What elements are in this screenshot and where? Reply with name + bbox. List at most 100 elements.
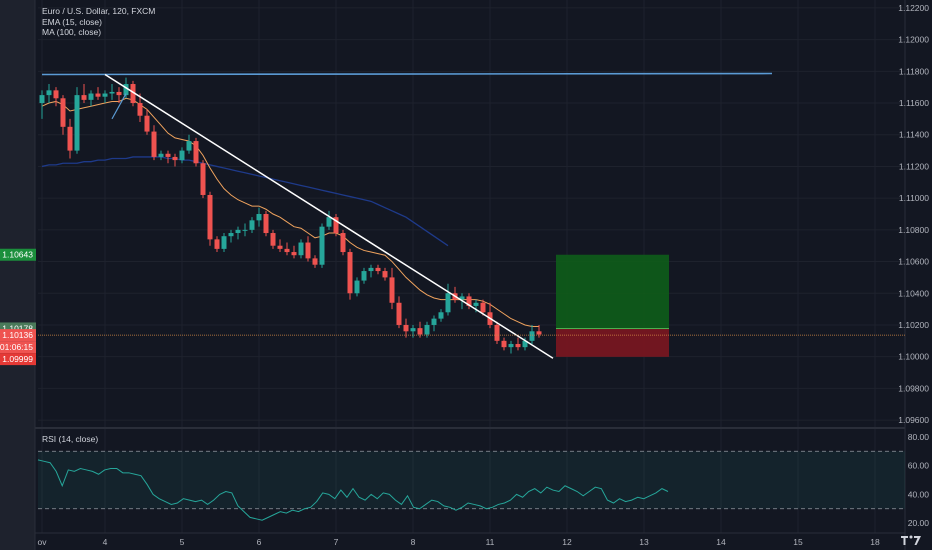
candle-body xyxy=(235,229,241,234)
candle-body xyxy=(88,93,94,100)
rsi-tick-label: 80.00 xyxy=(908,432,930,442)
long-position-tool[interactable] xyxy=(556,254,669,357)
candle-body xyxy=(494,324,500,341)
candle-body xyxy=(326,217,332,227)
time-axis[interactable]: ov 4 5 6 7 8 11 12 13 14 15 18 xyxy=(38,537,880,547)
price-tick-label: 1.10600 xyxy=(898,257,929,267)
time-tick-label: 5 xyxy=(180,537,185,547)
profit-zone xyxy=(556,254,669,329)
time-tick-label: 14 xyxy=(716,537,726,547)
time-tick-label: 4 xyxy=(103,537,108,547)
candle-body xyxy=(340,233,346,253)
stop-price-tag-bg xyxy=(0,353,36,366)
last-price-tag-bg xyxy=(0,329,36,342)
candle-body xyxy=(312,258,318,265)
candle-body xyxy=(382,271,388,278)
candle-body xyxy=(284,248,290,253)
ema-15-path xyxy=(41,97,539,328)
price-tick-label: 1.11600 xyxy=(899,98,929,108)
ema-15-line xyxy=(41,97,539,328)
price-tick-label: 1.10800 xyxy=(898,225,929,235)
rsi-band-fill xyxy=(38,451,905,509)
rsi-tick-label: 60.00 xyxy=(908,461,930,471)
resistance-line xyxy=(41,72,773,76)
entry-price-tag: 1.10178 xyxy=(2,323,33,333)
candle-body xyxy=(368,267,374,272)
candle-body xyxy=(431,318,437,325)
candle-body xyxy=(74,95,80,151)
candle-body xyxy=(165,153,171,157)
candle-body xyxy=(95,93,101,97)
blue-trend-segment xyxy=(111,93,127,120)
time-tick-label: 8 xyxy=(411,537,416,547)
candle-body xyxy=(361,271,367,281)
left-toolbar xyxy=(0,0,35,550)
price-tick-label: 1.11200 xyxy=(899,161,929,171)
candle-body xyxy=(249,220,255,230)
ma-100-path xyxy=(41,156,449,247)
downtrend-line xyxy=(104,73,554,359)
candle-body xyxy=(508,343,514,348)
candle-body xyxy=(137,103,143,116)
candle-body xyxy=(207,194,213,240)
candle-body xyxy=(438,312,444,319)
target-price-tag: 1.10643 xyxy=(2,250,33,260)
tradingview-logo-icon[interactable] xyxy=(900,534,922,546)
price-tick-label: 1.11400 xyxy=(899,130,929,140)
price-tick-label: 1.10200 xyxy=(898,320,929,330)
ma-100-line xyxy=(41,156,449,247)
time-tick-label: 15 xyxy=(793,537,803,547)
price-axis[interactable]: 1.12200 1.12000 1.11800 1.11600 1.11400 1.112… xyxy=(898,3,929,425)
loss-zone xyxy=(556,328,669,357)
price-tick-label: 1.12000 xyxy=(898,35,929,45)
candle-body xyxy=(60,98,66,127)
ema-legend-label: EMA (15, close) xyxy=(42,16,102,27)
candle-body xyxy=(270,233,276,246)
candle-body xyxy=(291,252,297,256)
candle-body xyxy=(333,217,339,234)
candle-body xyxy=(228,233,234,237)
candle-body xyxy=(319,226,325,265)
price-tick-label: 1.11000 xyxy=(899,193,929,203)
time-tick-label: 18 xyxy=(870,537,880,547)
candle-body xyxy=(501,340,507,348)
candle-body xyxy=(424,324,430,335)
candle-body xyxy=(186,141,192,151)
drawing-tools[interactable] xyxy=(41,72,773,359)
price-tick-label: 1.09800 xyxy=(898,383,929,393)
price-tick-label: 1.12200 xyxy=(898,3,929,13)
chart-legend: Euro / U.S. Dollar, 120, FXCM EMA (15, c… xyxy=(42,6,155,38)
candle-body xyxy=(172,156,178,161)
candle-body xyxy=(214,239,220,249)
candle-body xyxy=(536,331,542,335)
candle-body xyxy=(109,91,115,94)
candle-body xyxy=(515,343,521,348)
rsi-line xyxy=(37,459,669,521)
time-tick-label: ov xyxy=(38,537,48,547)
candle-body xyxy=(116,91,122,96)
candle-body xyxy=(459,296,465,300)
time-tick-label: 11 xyxy=(486,537,495,547)
candle-body xyxy=(151,131,157,157)
price-tick-label: 1.10400 xyxy=(898,288,929,298)
price-tick-label: 1.10000 xyxy=(898,352,929,362)
time-tick-label: 7 xyxy=(334,537,339,547)
candle-body xyxy=(53,90,59,99)
price-tick-label: 1.09600 xyxy=(898,415,929,425)
rsi-legend-label: RSI (14, close) xyxy=(42,434,99,444)
candle-body xyxy=(242,229,248,231)
candle-body xyxy=(473,302,479,306)
candle-body xyxy=(389,277,395,303)
candle-body xyxy=(375,267,381,272)
candle-body xyxy=(221,236,227,249)
candle-body xyxy=(480,302,486,313)
candle-body xyxy=(522,340,528,348)
candle-body xyxy=(354,280,360,294)
time-tick-label: 6 xyxy=(257,537,262,547)
time-tick-label: 13 xyxy=(639,537,649,547)
target-price-tag-bg xyxy=(0,248,36,261)
symbol-title: Euro / U.S. Dollar, 120, FXCM xyxy=(42,6,156,16)
stop-price-tag: 1.09999 xyxy=(2,354,33,364)
